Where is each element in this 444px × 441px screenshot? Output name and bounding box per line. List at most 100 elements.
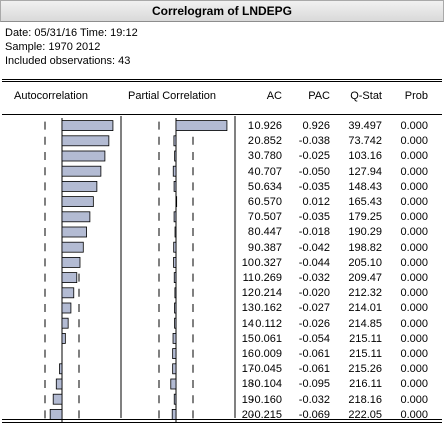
cell-lag: 1 — [247, 120, 254, 132]
ac-bar — [49, 408, 63, 420]
cell-qstat: 205.10 — [348, 256, 382, 269]
cell-ac: -0.104 — [250, 378, 282, 391]
ac-bar — [61, 226, 87, 238]
cell-qstat: 148.43 — [348, 180, 382, 193]
cell-ac: 0.112 — [255, 317, 282, 330]
cell-lag: 12 — [241, 287, 254, 300]
header-partial-correlation: Partial Correlation — [128, 90, 217, 102]
cell-pac: 0.012 — [302, 196, 330, 208]
cell-ac: 0.327 — [254, 256, 282, 269]
ac-bar — [61, 211, 91, 223]
cell-ac: -0.215 — [250, 408, 282, 421]
cell-pac: -0.027 — [298, 302, 330, 315]
cell-prob: 0.000 — [400, 196, 428, 208]
cell-prob: 0.000 — [400, 165, 428, 178]
pac-bar — [174, 302, 177, 314]
pac-bar — [173, 256, 177, 268]
header-top-rule — [2, 79, 442, 80]
cell-lag: 19 — [241, 393, 254, 406]
cell-lag: 4 — [247, 165, 254, 178]
cell-ac: 0.269 — [254, 272, 282, 284]
cell-ac: 0.852 — [254, 135, 282, 148]
cell-lag: 9 — [247, 241, 254, 254]
cell-qstat: 222.05 — [348, 408, 382, 421]
window-title: Correlogram of LNDEPG — [0, 0, 444, 22]
cell-pac: -0.018 — [298, 226, 330, 239]
cell-lag: 14 — [241, 317, 254, 330]
cell-ac: 0.570 — [254, 196, 282, 208]
cell-lag: 2 — [247, 135, 254, 148]
cell-prob: 0.000 — [400, 180, 428, 193]
cell-pac: -0.061 — [298, 363, 330, 376]
cell-lag: 8 — [247, 226, 254, 239]
cell-lag: 6 — [247, 196, 254, 208]
cell-pac: -0.035 — [298, 180, 330, 193]
cell-prob: 0.000 — [400, 393, 428, 406]
cell-prob: 0.000 — [400, 135, 428, 148]
cell-lag: 11 — [242, 272, 254, 284]
cell-lag: 18 — [241, 378, 254, 391]
pac-bar — [172, 332, 177, 344]
date-line: Date: 05/31/16 Time: 19:12 — [5, 27, 138, 39]
cell-prob: 0.000 — [400, 241, 428, 254]
cell-prob: 0.000 — [400, 332, 428, 345]
cell-lag: 20 — [241, 408, 254, 421]
cell-pac: -0.044 — [298, 256, 330, 269]
ac-bar — [61, 317, 69, 329]
cell-qstat: 216.11 — [349, 378, 382, 391]
cell-pac: -0.061 — [298, 348, 330, 360]
pac-bar — [173, 272, 177, 284]
sample-line: Sample: 1970 2012 — [5, 41, 101, 53]
cell-ac: 0.926 — [254, 120, 282, 132]
pac-bar — [171, 408, 177, 420]
cell-pac: -0.032 — [298, 272, 330, 284]
cell-prob: 0.000 — [400, 302, 428, 315]
cell-pac: -0.020 — [298, 287, 330, 300]
ac-bar — [61, 241, 84, 253]
cell-prob: 0.000 — [400, 226, 428, 239]
cell-lag: 15 — [241, 332, 254, 345]
header-qstat: Q-Stat — [350, 90, 382, 102]
pac-bar — [173, 211, 177, 223]
cell-qstat: 215.26 — [348, 363, 382, 376]
pac-bar — [173, 135, 177, 147]
pac-bar — [173, 393, 177, 405]
ac-bar — [61, 165, 102, 177]
cell-qstat: 179.25 — [348, 211, 382, 224]
header-ac: AC — [266, 90, 282, 102]
cell-qstat: 73.742 — [348, 135, 382, 148]
cell-pac: -0.054 — [298, 332, 330, 345]
pac-bar — [172, 363, 177, 375]
cell-lag: 13 — [241, 302, 254, 315]
cell-lag: 5 — [247, 180, 254, 193]
header-top-rule-2 — [2, 81, 442, 82]
cell-ac: -0.160 — [250, 393, 282, 406]
cell-qstat: 215.11 — [349, 348, 382, 360]
pac-bar — [173, 241, 177, 253]
cell-lag: 7 — [247, 211, 254, 224]
cell-ac: -0.045 — [250, 363, 282, 376]
cell-ac: 0.214 — [254, 287, 282, 300]
cell-prob: 0.000 — [400, 272, 428, 284]
cell-qstat: 212.32 — [348, 287, 382, 300]
cell-qstat: 165.43 — [348, 196, 382, 208]
cell-qstat: 198.82 — [348, 241, 382, 254]
ac-bar — [61, 302, 72, 314]
cell-pac: -0.032 — [298, 393, 330, 406]
cell-ac: 0.162 — [254, 302, 282, 315]
cell-ac: 0.707 — [254, 165, 282, 178]
ac-bar — [61, 180, 98, 192]
cell-prob: 0.000 — [400, 150, 428, 163]
cell-pac: -0.095 — [298, 378, 330, 391]
cell-ac: 0.009 — [254, 348, 282, 360]
cell-ac: 0.507 — [254, 211, 282, 224]
header-prob: Prob — [404, 90, 428, 102]
pac-bar — [174, 287, 177, 299]
ac-bar — [61, 120, 114, 131]
pac-bar — [170, 378, 177, 390]
cell-ac: 0.780 — [254, 150, 282, 163]
ac-bar — [61, 196, 94, 208]
cell-prob: 0.000 — [400, 317, 428, 330]
cell-ac: 0.061 — [254, 332, 282, 345]
cell-prob: 0.000 — [400, 256, 428, 269]
